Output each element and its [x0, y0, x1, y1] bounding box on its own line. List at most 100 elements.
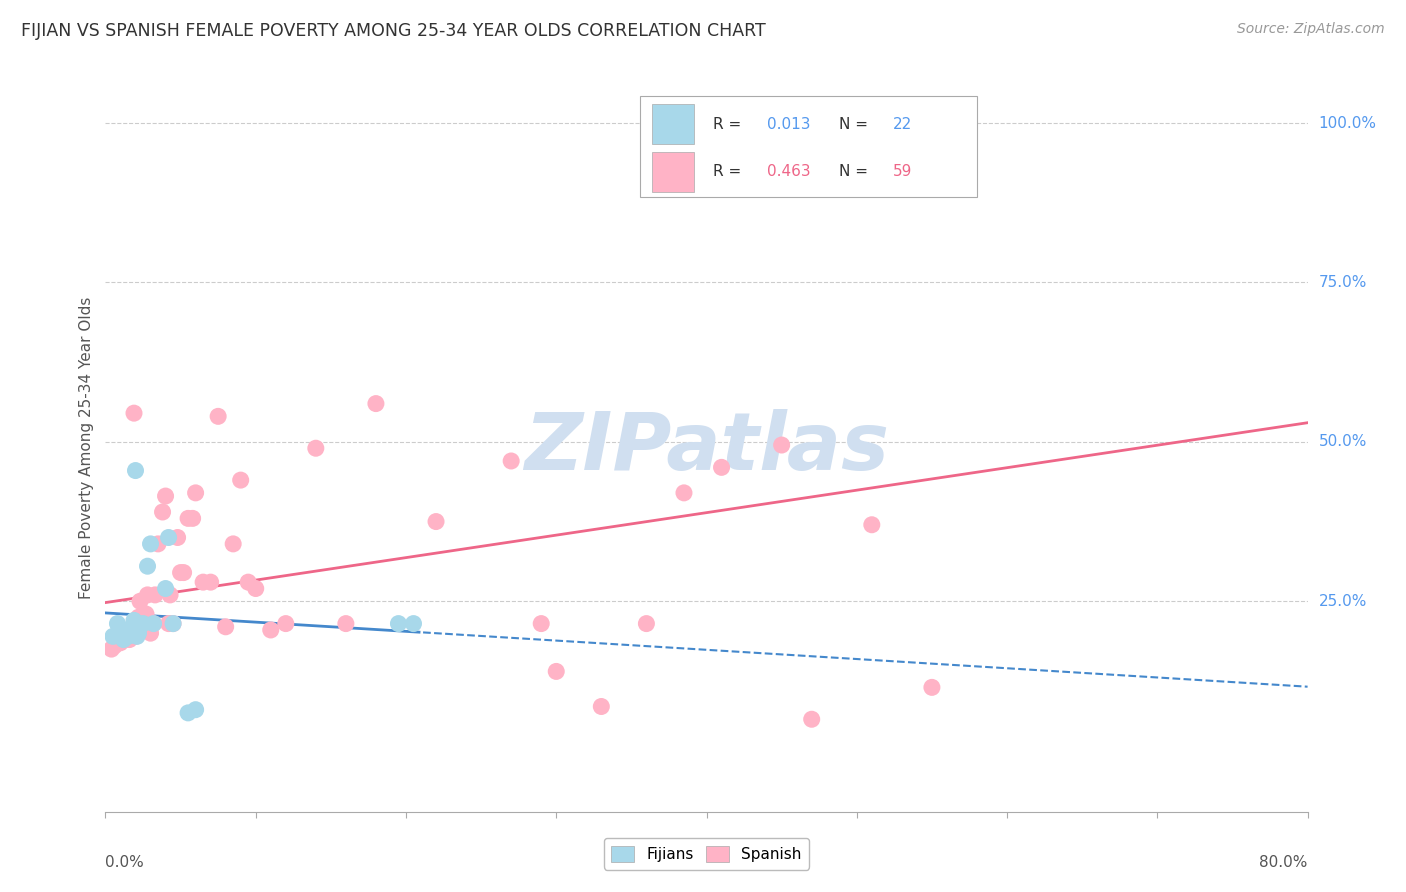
- Point: [128, 610, 150, 624]
- Text: 0.013: 0.013: [766, 117, 810, 132]
- Point: [157, 531, 180, 545]
- Text: Source: ZipAtlas.com: Source: ZipAtlas.com: [1237, 22, 1385, 37]
- Text: R =: R =: [713, 164, 745, 179]
- Point: [364, 396, 387, 410]
- Point: [114, 632, 136, 647]
- Point: [546, 665, 568, 679]
- Point: [672, 486, 695, 500]
- Point: [229, 473, 252, 487]
- Point: [162, 616, 184, 631]
- Point: [146, 537, 169, 551]
- Point: [136, 559, 159, 574]
- Point: [181, 511, 204, 525]
- Point: [135, 607, 157, 621]
- Point: [112, 632, 135, 647]
- Point: [335, 616, 357, 631]
- Point: [117, 629, 139, 643]
- Point: [177, 706, 200, 720]
- Point: [530, 616, 553, 631]
- Point: [142, 616, 165, 631]
- Point: [207, 409, 229, 424]
- Point: [124, 464, 146, 478]
- Point: [121, 620, 143, 634]
- Point: [152, 505, 174, 519]
- Point: [132, 616, 155, 631]
- Point: [122, 614, 145, 628]
- Bar: [652, 152, 695, 192]
- Point: [184, 703, 207, 717]
- Point: [591, 699, 613, 714]
- Text: 59: 59: [893, 164, 912, 179]
- Point: [710, 460, 733, 475]
- Point: [921, 681, 943, 695]
- Point: [305, 442, 328, 456]
- Text: N =: N =: [839, 117, 873, 132]
- Text: 0.463: 0.463: [766, 164, 810, 179]
- Point: [770, 438, 793, 452]
- Point: [122, 406, 145, 420]
- Point: [214, 620, 236, 634]
- Point: [191, 575, 214, 590]
- Y-axis label: Female Poverty Among 25-34 Year Olds: Female Poverty Among 25-34 Year Olds: [79, 297, 94, 599]
- Point: [124, 629, 146, 643]
- Text: 25.0%: 25.0%: [1319, 594, 1367, 608]
- Point: [107, 636, 129, 650]
- Point: [155, 489, 177, 503]
- Point: [860, 517, 883, 532]
- Point: [169, 566, 191, 580]
- Point: [110, 636, 132, 650]
- Point: [100, 642, 122, 657]
- Point: [139, 626, 162, 640]
- Point: [107, 616, 129, 631]
- Text: ZIPatlas: ZIPatlas: [524, 409, 889, 487]
- Point: [125, 629, 148, 643]
- Point: [129, 594, 152, 608]
- Point: [103, 639, 125, 653]
- Text: 0.0%: 0.0%: [105, 855, 145, 871]
- Point: [166, 531, 188, 545]
- Point: [118, 632, 141, 647]
- FancyBboxPatch shape: [640, 95, 977, 197]
- Point: [110, 629, 132, 643]
- Point: [132, 616, 155, 631]
- Point: [173, 566, 195, 580]
- Point: [157, 616, 180, 631]
- Point: [162, 616, 184, 631]
- Point: [136, 588, 159, 602]
- Point: [274, 616, 297, 631]
- Point: [117, 629, 139, 643]
- Point: [121, 623, 143, 637]
- Point: [387, 616, 409, 631]
- Legend: Fijians, Spanish: Fijians, Spanish: [603, 838, 810, 870]
- Point: [128, 626, 150, 640]
- Bar: [652, 104, 695, 145]
- Text: 100.0%: 100.0%: [1319, 115, 1376, 130]
- Point: [143, 588, 166, 602]
- Point: [159, 588, 181, 602]
- Point: [139, 537, 162, 551]
- Point: [501, 454, 523, 468]
- Text: 22: 22: [893, 117, 912, 132]
- Point: [245, 582, 267, 596]
- Point: [118, 626, 141, 640]
- Point: [238, 575, 260, 590]
- Point: [402, 616, 425, 631]
- Text: 80.0%: 80.0%: [1260, 855, 1308, 871]
- Point: [200, 575, 222, 590]
- Text: N =: N =: [839, 164, 873, 179]
- Text: FIJIAN VS SPANISH FEMALE POVERTY AMONG 25-34 YEAR OLDS CORRELATION CHART: FIJIAN VS SPANISH FEMALE POVERTY AMONG 2…: [21, 22, 766, 40]
- Text: R =: R =: [713, 117, 745, 132]
- Point: [101, 629, 124, 643]
- Point: [142, 616, 165, 631]
- Point: [184, 486, 207, 500]
- Point: [222, 537, 245, 551]
- Point: [260, 623, 283, 637]
- Point: [425, 515, 447, 529]
- Point: [111, 632, 134, 647]
- Point: [155, 582, 177, 596]
- Point: [636, 616, 658, 631]
- Point: [800, 712, 823, 726]
- Point: [125, 620, 148, 634]
- Point: [177, 511, 200, 525]
- Point: [108, 636, 131, 650]
